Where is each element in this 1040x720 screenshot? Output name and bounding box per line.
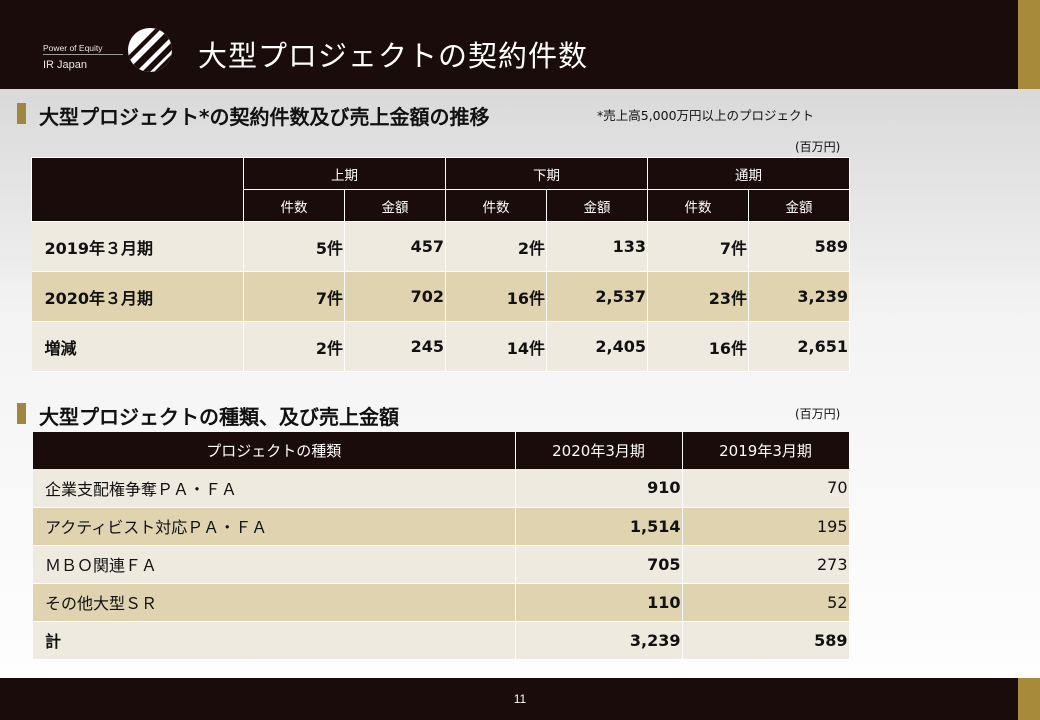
- cell-value: 2件: [445, 221, 547, 272]
- header-bar: Power of Equity IR Japan 大型プロジェクトの契約件数: [0, 0, 1040, 89]
- value-fy2019: 273: [682, 545, 850, 584]
- table-row: 増減 2件 245 14件 2,405 16件 2,651: [31, 321, 850, 372]
- project-type-name: アクティビスト対応ＰＡ・ＦＡ: [33, 507, 516, 546]
- cell-value: 23件: [647, 271, 749, 322]
- cell-value: 3,239: [748, 271, 850, 322]
- header-second-half: 下期: [445, 157, 648, 190]
- total-fy2019: 589: [682, 621, 850, 660]
- cell-value: 589: [748, 221, 850, 272]
- total-label: 計: [33, 621, 516, 660]
- cell-value: 457: [344, 221, 446, 272]
- cell-value: 16件: [647, 321, 749, 372]
- header-project-type: プロジェクトの種類: [33, 432, 516, 469]
- project-type-name: 企業支配権争奪ＰＡ・ＦＡ: [33, 469, 516, 508]
- cell-value: 16件: [445, 271, 547, 322]
- value-fy2020: 910: [515, 469, 683, 508]
- logo-icon: [128, 28, 172, 72]
- row-label: 増減: [31, 321, 244, 372]
- value-fy2019: 70: [682, 469, 850, 508]
- section2-unit: (百万円): [795, 407, 841, 421]
- row-label: 2020年３月期: [31, 271, 244, 322]
- cell-value: 245: [344, 321, 446, 372]
- value-fy2019: 52: [682, 583, 850, 622]
- value-fy2019: 195: [682, 507, 850, 546]
- cell-value: 2,651: [748, 321, 850, 372]
- subheader-amount: 金額: [748, 189, 850, 222]
- header-fy2019: 2019年3月期: [682, 432, 850, 469]
- header-gold-accent: [1018, 0, 1040, 89]
- project-type-table: プロジェクトの種類 2020年3月期 2019年3月期 企業支配権争奪ＰＡ・ＦＡ…: [33, 432, 850, 660]
- section1-unit: (百万円): [795, 140, 841, 154]
- table-corner-cell: [31, 157, 244, 222]
- section1-title: 大型プロジェクト*の契約件数及び売上金額の推移: [39, 105, 490, 129]
- project-trend-table: 上期 下期 通期 件数 金額 件数 金額 件数 金額 2019年３月期 5件 4…: [31, 157, 850, 372]
- section2-title: 大型プロジェクトの種類、及び売上金額: [39, 405, 399, 429]
- cell-value: 133: [546, 221, 648, 272]
- value-fy2020: 705: [515, 545, 683, 584]
- table-row: 2020年３月期 7件 702 16件 2,537 23件 3,239: [31, 271, 850, 322]
- table-row: 企業支配権争奪ＰＡ・ＦＡ 910 70: [33, 469, 850, 508]
- row-label: 2019年３月期: [31, 221, 244, 272]
- cell-value: 14件: [445, 321, 547, 372]
- table-row: ＭＢＯ関連ＦＡ 705 273: [33, 545, 850, 584]
- footer-gold-accent: [1018, 678, 1040, 720]
- section2-marker: [17, 403, 26, 424]
- cell-value: 2件: [243, 321, 345, 372]
- brand-divider: [43, 54, 123, 55]
- table-row: 2019年３月期 5件 457 2件 133 7件 589: [31, 221, 850, 272]
- table-row: アクティビスト対応ＰＡ・ＦＡ 1,514 195: [33, 507, 850, 546]
- header-fy2020: 2020年3月期: [515, 432, 683, 469]
- project-type-name: ＭＢＯ関連ＦＡ: [33, 545, 516, 584]
- page-number: 11: [513, 692, 527, 706]
- section1-marker: [17, 103, 26, 124]
- header-full-year: 通期: [647, 157, 850, 190]
- subheader-count: 件数: [445, 189, 547, 222]
- footer-bar: 11: [0, 678, 1040, 720]
- total-fy2020: 3,239: [515, 621, 683, 660]
- cell-value: 7件: [243, 271, 345, 322]
- project-type-name: その他大型ＳＲ: [33, 583, 516, 622]
- brand-tagline: Power of Equity: [43, 43, 103, 53]
- value-fy2020: 110: [515, 583, 683, 622]
- cell-value: 702: [344, 271, 446, 322]
- total-row: 計 3,239 589: [33, 621, 850, 660]
- subheader-count: 件数: [647, 189, 749, 222]
- value-fy2020: 1,514: [515, 507, 683, 546]
- cell-value: 5件: [243, 221, 345, 272]
- section1-note: *売上高5,000万円以上のプロジェクト: [597, 108, 815, 123]
- page-title: 大型プロジェクトの契約件数: [198, 39, 589, 73]
- header-first-half: 上期: [243, 157, 446, 190]
- cell-value: 2,405: [546, 321, 648, 372]
- subheader-amount: 金額: [344, 189, 446, 222]
- subheader-amount: 金額: [546, 189, 648, 222]
- cell-value: 2,537: [546, 271, 648, 322]
- subheader-count: 件数: [243, 189, 345, 222]
- cell-value: 7件: [647, 221, 749, 272]
- brand-name: IR Japan: [43, 59, 88, 71]
- table-row: その他大型ＳＲ 110 52: [33, 583, 850, 622]
